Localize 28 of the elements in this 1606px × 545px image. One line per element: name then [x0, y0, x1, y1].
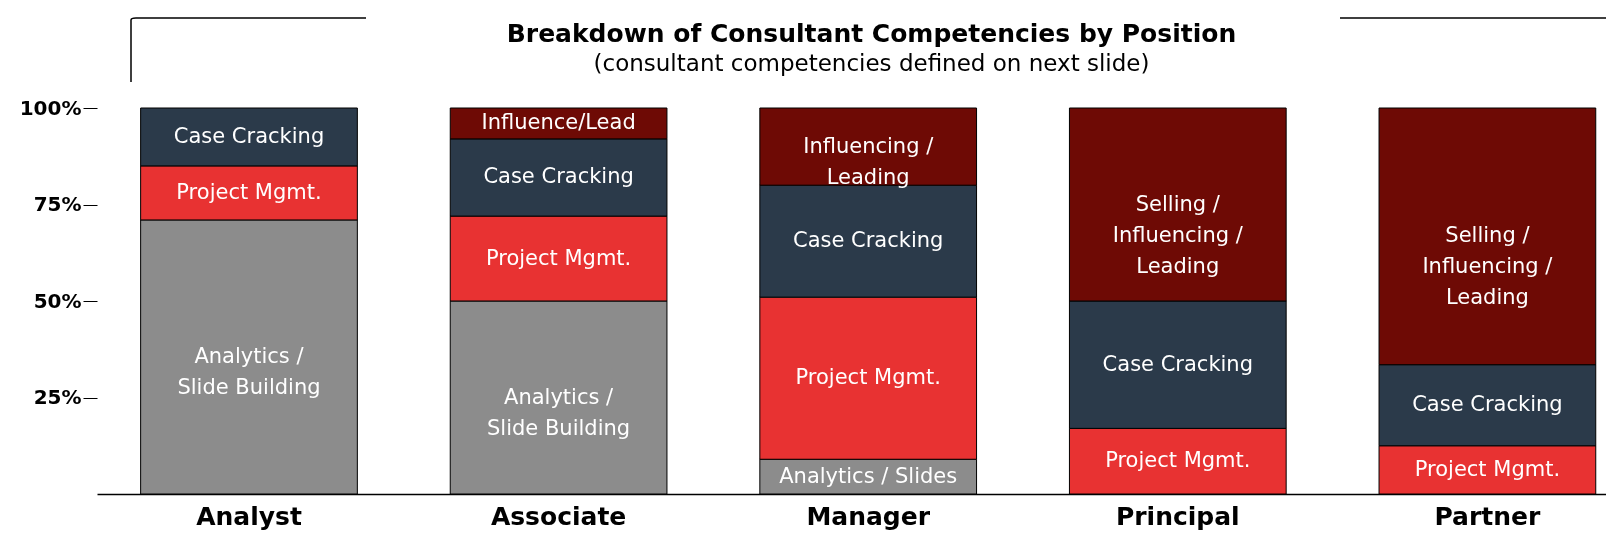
- data-label: Project Mgmt.: [176, 179, 322, 204]
- data-label: Project Mgmt.: [1414, 456, 1561, 481]
- data-label: Selling / Influencing / Leading: [1112, 191, 1244, 278]
- x-tick-label: Associate: [490, 501, 627, 531]
- x-tick-label: Manager: [806, 501, 931, 531]
- data-label: Case Cracking: [173, 123, 325, 148]
- data-label: Project Mgmt.: [795, 365, 941, 390]
- data-label: Analytics / Slides: [779, 463, 958, 488]
- data-label: Case Cracking: [483, 164, 634, 189]
- data-label: Project Mgmt.: [1105, 448, 1251, 473]
- chart-title: Breakdown of Consultant Competencies by Position: [506, 19, 1237, 48]
- y-tick-label: 50%: [33, 288, 82, 313]
- data-label: Analytics / Slide Building: [487, 384, 631, 440]
- data-label: Case Cracking: [1412, 392, 1563, 417]
- chart-subtitle: (consultant competencies defined on next slide): [593, 50, 1150, 76]
- data-label: Influence/Lead: [481, 110, 636, 135]
- x-tick-label: Analyst: [196, 501, 302, 531]
- data-label: Selling / Influencing / Leading: [1422, 223, 1554, 310]
- y-tick-label: 75%: [33, 192, 82, 216]
- data-label: Case Cracking: [792, 228, 944, 253]
- y-tick-label: 25%: [33, 385, 82, 409]
- data-label: Case Cracking: [1102, 351, 1254, 376]
- y-tick-label: 100%: [19, 95, 82, 120]
- x-tick-label: Principal: [1115, 501, 1240, 531]
- data-label: Analytics / Slide Building: [177, 343, 321, 399]
- data-label: Influencing / Leading: [803, 133, 935, 189]
- x-tick-label: Partner: [1434, 501, 1542, 531]
- data-label: Project Mgmt.: [485, 245, 632, 270]
